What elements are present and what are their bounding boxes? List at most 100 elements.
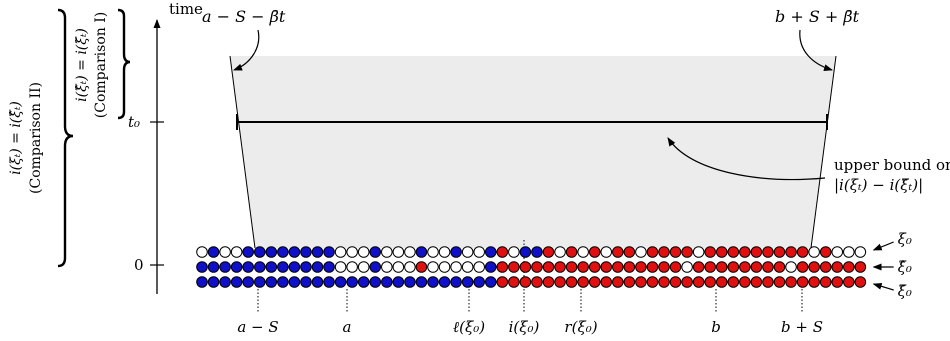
particle: [219, 261, 231, 273]
particle: [554, 276, 566, 288]
t0-tick-label: t₀: [128, 113, 140, 131]
particle: [357, 246, 370, 258]
particle: [265, 246, 278, 258]
position-label: i(ξ₀): [509, 318, 540, 336]
particle: [334, 276, 347, 288]
particle: [334, 261, 347, 273]
particle: [646, 246, 659, 258]
particle: [496, 246, 509, 258]
particle: [519, 276, 532, 288]
particle: [612, 261, 624, 273]
particle: [658, 261, 670, 273]
particle: [196, 246, 208, 258]
particle: [323, 261, 335, 273]
particle: [473, 276, 486, 288]
particle: [484, 261, 497, 273]
particle: [277, 261, 289, 273]
comparison-I-name: (Comparison I): [93, 12, 109, 118]
particle: [715, 246, 728, 258]
particle: [346, 276, 358, 288]
particle: [554, 246, 566, 258]
particle: [704, 276, 717, 288]
top-right-label: b + S + β̄t: [775, 7, 860, 26]
particle: [531, 276, 543, 288]
particle: [750, 246, 763, 258]
particle: [750, 276, 763, 288]
particle: [808, 261, 820, 273]
particle: [715, 276, 728, 288]
particle: [346, 261, 358, 273]
particle: [461, 246, 474, 258]
top-left-label: a − S − β̄t: [202, 7, 286, 26]
particle: [623, 261, 636, 273]
zero-tick-label: 0: [134, 256, 144, 274]
particle: [600, 246, 613, 258]
row-label: ξ̂₀: [898, 258, 912, 276]
position-label: b + S: [781, 318, 823, 336]
particle: [219, 276, 231, 288]
particle: [600, 276, 613, 288]
particle: [392, 261, 405, 273]
particle: [773, 261, 786, 273]
particle: [265, 261, 278, 273]
particle: [230, 246, 243, 258]
particle: [461, 276, 474, 288]
particle: [831, 246, 844, 258]
particle: [669, 276, 682, 288]
particle: [438, 246, 451, 258]
particle: [796, 261, 809, 273]
particle: [288, 246, 301, 258]
top-left-arrow: [233, 29, 260, 71]
particle: [404, 276, 416, 288]
particle: [323, 276, 335, 288]
particle: [819, 246, 832, 258]
upper-bound-label-line1: upper bound on: [834, 156, 950, 174]
particle: [438, 261, 451, 273]
particle: [588, 276, 601, 288]
comparison-I-formula: i(ξ̂ₜ) = i(ξ̃ₜ): [74, 28, 90, 102]
particle: [288, 261, 301, 273]
particle: [311, 261, 324, 273]
particle: [773, 276, 786, 288]
particle: [300, 261, 312, 273]
particle: [415, 261, 428, 273]
particle: [831, 261, 844, 273]
particle: [785, 261, 797, 273]
particle: [565, 246, 578, 258]
row-label-arrow: [872, 282, 894, 291]
particle: [484, 276, 497, 288]
particle: [727, 261, 740, 273]
particle: [207, 246, 220, 258]
particle: [669, 261, 682, 273]
particle: [739, 261, 751, 273]
particle: [785, 276, 797, 288]
particle: [681, 276, 693, 288]
particle: [207, 276, 220, 288]
particle: [854, 261, 867, 273]
particle: [531, 246, 543, 258]
particle: [265, 276, 278, 288]
particle: [277, 246, 289, 258]
particle: [762, 261, 774, 273]
particle: [588, 261, 601, 273]
position-label: b: [711, 318, 721, 336]
particle: [311, 276, 324, 288]
particle: [762, 246, 774, 258]
particle: [242, 276, 254, 288]
left-cone-edge: [229, 55, 256, 249]
particle: [831, 276, 844, 288]
particle: [531, 261, 543, 273]
particle: [277, 276, 289, 288]
particle: [715, 261, 728, 273]
particle: [242, 261, 254, 273]
particle: [542, 261, 555, 273]
particle: [519, 261, 532, 273]
particle: [300, 246, 312, 258]
particle: [577, 246, 589, 258]
particle: [681, 246, 693, 258]
particle: [369, 276, 382, 288]
particle-rows: [196, 246, 867, 288]
particle: [819, 261, 832, 273]
particle: [612, 246, 624, 258]
particle: [508, 276, 520, 288]
